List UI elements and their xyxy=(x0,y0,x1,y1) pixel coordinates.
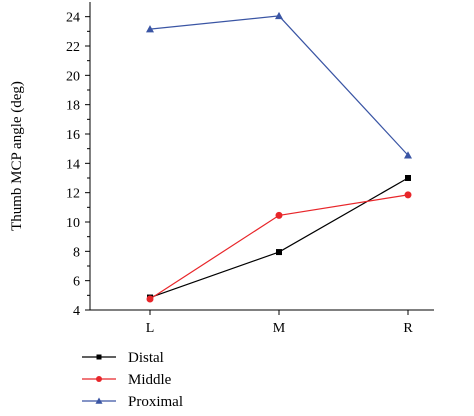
legend-label: Distal xyxy=(128,350,164,366)
series-group xyxy=(146,11,412,303)
axes xyxy=(89,2,434,311)
y-tick-label: 22 xyxy=(66,40,80,55)
data-point-circle xyxy=(404,191,412,199)
series-line-distal xyxy=(149,177,409,299)
data-point-triangle xyxy=(95,397,103,404)
y-tick-label: 18 xyxy=(66,99,80,114)
data-point-circle xyxy=(146,295,154,303)
y-axis-ticks: 4 6 8 10 12 14 16 18 20 22 24 xyxy=(66,11,90,319)
y-tick-label: 8 xyxy=(73,245,80,260)
x-tick-label: R xyxy=(403,321,413,336)
data-point-triangle xyxy=(275,11,283,20)
legend: Distal Middle Proximal xyxy=(82,350,183,410)
y-tick-label: 14 xyxy=(66,157,80,172)
y-tick-label: 12 xyxy=(66,187,80,202)
y-tick-label: 16 xyxy=(66,128,80,143)
legend-item-distal: Distal xyxy=(82,350,164,366)
legend-item-middle: Middle xyxy=(82,372,172,388)
y-tick-label: 4 xyxy=(73,304,80,319)
data-point-square xyxy=(96,354,102,360)
y-tick-label: 20 xyxy=(66,69,80,84)
data-point-circle xyxy=(96,376,102,382)
legend-item-proximal: Proximal xyxy=(82,394,183,410)
series-middle xyxy=(146,191,412,303)
y-tick-label: 24 xyxy=(66,11,80,26)
data-point-triangle xyxy=(146,25,154,33)
legend-label: Middle xyxy=(128,372,172,388)
y-axis-title: Thumb MCP angle (deg) xyxy=(9,81,25,231)
data-point-triangle xyxy=(404,151,412,159)
data-point-circle xyxy=(275,211,283,219)
legend-label: Proximal xyxy=(128,394,183,410)
x-tick-label: L xyxy=(146,321,155,336)
x-tick-label: M xyxy=(273,321,286,336)
data-point-square xyxy=(405,175,411,181)
y-tick-label: 6 xyxy=(73,275,80,290)
y-tick-label: 10 xyxy=(66,216,80,231)
series-distal xyxy=(147,175,411,301)
series-proximal xyxy=(146,11,412,159)
series-line-proximal xyxy=(149,15,409,156)
data-point-square xyxy=(276,249,282,256)
